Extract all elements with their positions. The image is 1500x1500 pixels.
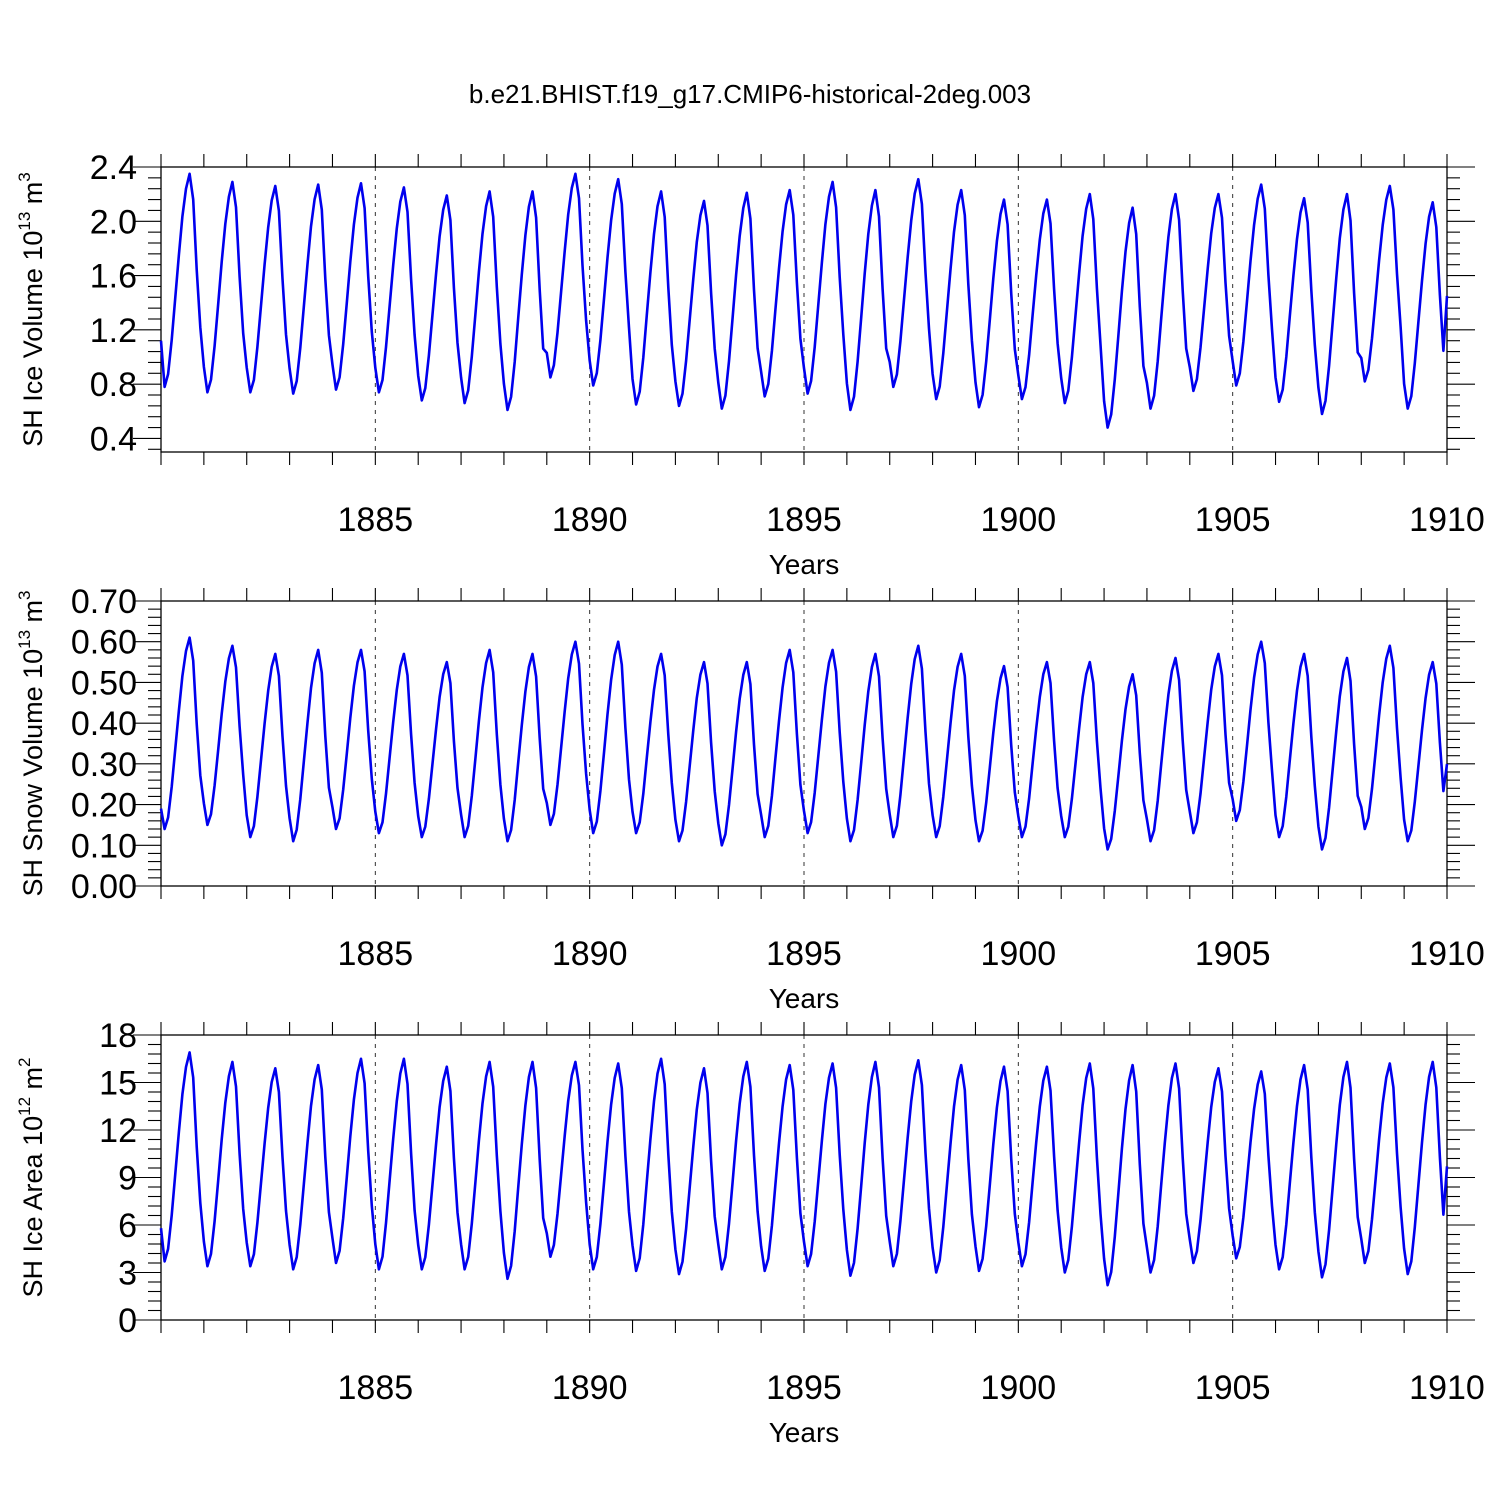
y-axis-label: SH Ice Area 1012 m2: [15, 1058, 48, 1298]
y-tick-label: 0.10: [71, 827, 137, 865]
x-tick-label: 1890: [552, 935, 628, 973]
x-tick-label: 1910: [1409, 935, 1485, 973]
y-tick-label: 2.0: [90, 203, 137, 241]
x-tick-label: 1905: [1195, 1369, 1271, 1407]
y-tick-label: 1.6: [90, 258, 137, 296]
figure-title: b.e21.BHIST.f19_g17.CMIP6-historical-2de…: [469, 79, 1031, 109]
y-tick-label: 18: [99, 1017, 137, 1055]
y-axis-label: SH Snow Volume 1013 m3: [15, 590, 48, 896]
panel-ice-area: 0 3 6 9 12 15 18 1885 1890 1895 1900 1905 1910 Years S…: [15, 1017, 1485, 1448]
plot-frame: [160, 600, 1448, 887]
y-tick-label: 0.40: [71, 705, 137, 743]
y-tick-label: 9: [118, 1160, 137, 1198]
y-tick-label: 0.20: [71, 787, 137, 825]
y-tick-label: 1.2: [90, 312, 137, 350]
x-axis-label: Years: [769, 983, 840, 1014]
x-tick-label: 1910: [1409, 1369, 1485, 1407]
y-tick-label: 0.70: [71, 583, 137, 621]
x-tick-label: 1895: [766, 1369, 842, 1407]
y-axis-label: SH Ice Volume 1013 m3: [15, 172, 48, 447]
x-tick-label: 1905: [1195, 501, 1271, 539]
series-line-ice-volume: [159, 172, 1449, 429]
y-tick-label: 15: [99, 1065, 137, 1103]
x-tick-label: 1900: [981, 1369, 1057, 1407]
x-tick-label: 1885: [338, 1369, 414, 1407]
y-tick-label: 0.30: [71, 746, 137, 784]
x-tick-label: 1910: [1409, 501, 1485, 539]
x-axis-label: Years: [769, 549, 840, 580]
series-line-snow-volume: [159, 636, 1449, 851]
plot-frame: [160, 1034, 1448, 1321]
x-tick-label: 1900: [981, 501, 1057, 539]
panel-snow-volume: 0.000.100.200.300.400.500.600.70 1885 1890…: [15, 583, 1485, 1014]
y-tick-label: 2.4: [90, 149, 137, 187]
series-line-ice-area: [159, 1051, 1449, 1287]
panel-ice-volume: 0.4 0.8 1.2 1.6 2.0 2.4 1885 1890 1895 1900 1905 19…: [15, 149, 1485, 580]
y-tick-label: 0.4: [90, 420, 137, 458]
y-tick-label: 12: [99, 1112, 137, 1150]
x-tick-label: 1900: [981, 935, 1057, 973]
x-tick-label: 1905: [1195, 935, 1271, 973]
x-tick-label: 1890: [552, 1369, 628, 1407]
x-axis-label: Years: [769, 1417, 840, 1448]
plot-frame: [160, 166, 1448, 453]
x-tick-label: 1890: [552, 501, 628, 539]
y-tick-label: 3: [118, 1255, 137, 1293]
y-tick-label: 0.00: [71, 868, 137, 906]
y-tick-label: 0.8: [90, 366, 137, 404]
y-tick-label: 0.60: [71, 624, 137, 662]
x-tick-label: 1895: [766, 935, 842, 973]
x-tick-label: 1885: [338, 935, 414, 973]
y-tick-label: 6: [118, 1207, 137, 1245]
x-tick-label: 1895: [766, 501, 842, 539]
y-tick-label: 0: [118, 1302, 137, 1340]
x-tick-label: 1885: [338, 501, 414, 539]
y-tick-label: 0.50: [71, 664, 137, 702]
